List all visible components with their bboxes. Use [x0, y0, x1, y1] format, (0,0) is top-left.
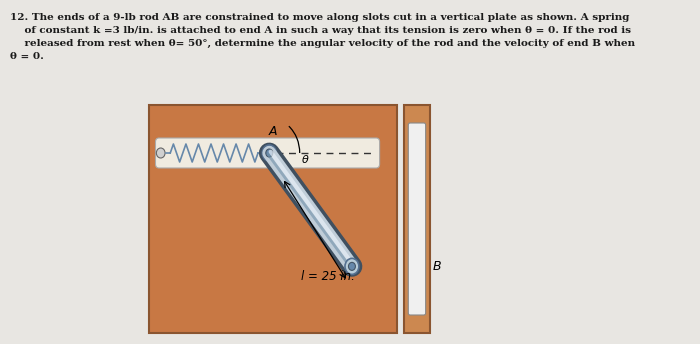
Text: θ: θ: [302, 155, 308, 165]
Bar: [404, 105, 430, 333]
Text: 12. The ends of a 9-lb rod AB are constrained to move along slots cut in a verti: 12. The ends of a 9-lb rod AB are constr…: [10, 13, 630, 22]
Circle shape: [266, 149, 273, 157]
Text: l = 25 in.: l = 25 in.: [300, 270, 354, 283]
Circle shape: [345, 258, 359, 275]
Text: A: A: [269, 125, 277, 138]
Circle shape: [349, 262, 356, 270]
Text: of constant k =3 lb/in. is attached to end A in such a way that its tension is z: of constant k =3 lb/in. is attached to e…: [10, 26, 631, 35]
Bar: [149, 105, 397, 333]
Text: θ = 0.: θ = 0.: [10, 52, 44, 61]
FancyBboxPatch shape: [408, 123, 426, 315]
Text: released from rest when θ= 50°, determine the angular velocity of the rod and th: released from rest when θ= 50°, determin…: [10, 39, 636, 48]
Circle shape: [262, 145, 276, 161]
FancyBboxPatch shape: [155, 138, 379, 168]
Circle shape: [156, 148, 165, 158]
Text: B: B: [433, 260, 441, 273]
